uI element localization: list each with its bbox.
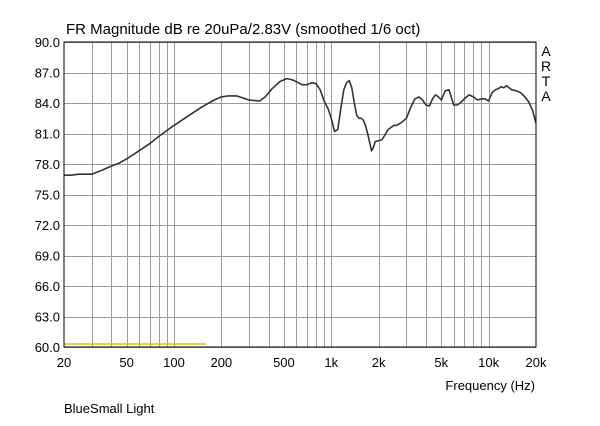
y-tick-label: 81.0 [35, 127, 60, 142]
x-tick-label: 100 [163, 355, 185, 370]
y-tick-label: 78.0 [35, 157, 60, 172]
y-tick-label: 84.0 [35, 96, 60, 111]
watermark-letter: A [541, 88, 551, 104]
x-tick-label: 2k [372, 355, 386, 370]
x-tick-label: 50 [119, 355, 133, 370]
x-tick-label: 5k [434, 355, 448, 370]
x-tick-label: 20 [57, 355, 71, 370]
x-tick-label: 200 [210, 355, 232, 370]
frequency-response-line [64, 77, 537, 176]
y-tick-label: 60.0 [35, 340, 60, 355]
y-tick-label: 63.0 [35, 310, 60, 325]
y-tick-label: 72.0 [35, 218, 60, 233]
x-tick-label: 1k [324, 355, 338, 370]
x-tick-label: 500 [273, 355, 295, 370]
watermark-letter: R [541, 58, 551, 74]
x-axis-label: Frequency (Hz) [445, 378, 535, 393]
series-layer [64, 77, 537, 345]
y-tick-label: 87.0 [35, 66, 60, 81]
y-tick-label: 90.0 [35, 35, 60, 50]
x-tick-label: 20k [526, 355, 547, 370]
x-tick-labels: 20 50 100 200 500 1k 2k 5k 10k 20k [57, 355, 547, 370]
y-tick-labels: 90.0 87.0 84.0 81.0 78.0 75.0 72.0 69.0 66.0 63.0… [35, 35, 60, 355]
y-tick-label: 66.0 [35, 279, 60, 294]
watermark-letter: T [542, 73, 551, 89]
y-tick-label: 69.0 [35, 249, 60, 264]
watermark-letter: A [541, 43, 551, 59]
caption: BlueSmall Light [64, 401, 155, 416]
x-tick-label: 10k [478, 355, 499, 370]
y-tick-label: 75.0 [35, 188, 60, 203]
chart-title: FR Magnitude dB re 20uPa/2.83V (smoothed… [66, 21, 420, 38]
plot-frame [63, 41, 537, 348]
